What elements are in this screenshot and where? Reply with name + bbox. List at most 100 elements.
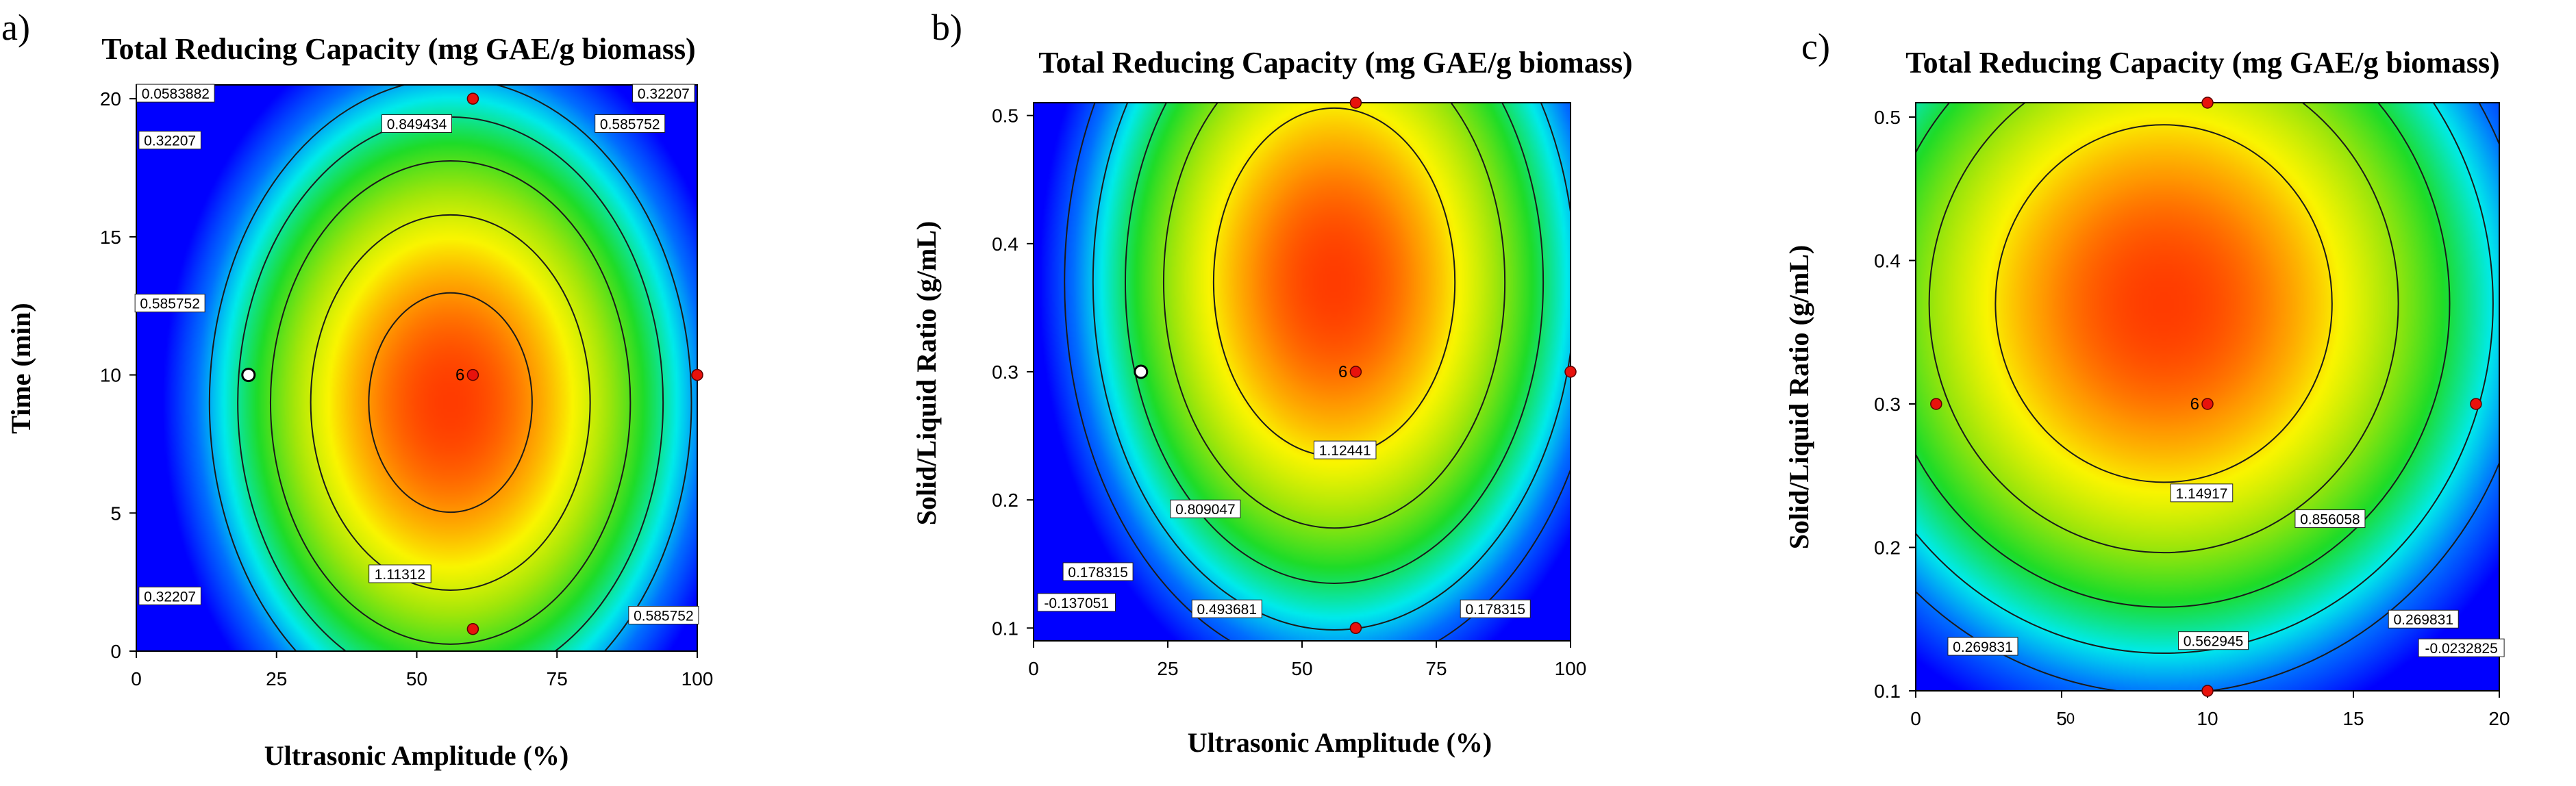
panel-c-contour-labels: 1.14917 0.856058 0.562945 0.269831 0.269831 -… [1947, 483, 2505, 657]
contour-label: 0.585752 [140, 296, 200, 312]
x-tick-label: 5 [2056, 708, 2067, 729]
panel-b-xlabel: Ultrasonic Amplitude (%) [1188, 727, 1492, 758]
design-point [466, 622, 479, 635]
x-tick-label: 50 [1291, 658, 1312, 679]
contour-line [269, 160, 632, 645]
design-point-white [1134, 364, 1149, 379]
contour-label: 0.269831 [1953, 639, 2013, 655]
panel-b: b) Total Reducing Capacity (mg GAE/g bio… [911, 7, 1633, 758]
design-point [691, 368, 703, 381]
contour-line [1163, 103, 1506, 529]
contour-line [1916, 103, 2451, 608]
x-tick-label: 100 [681, 668, 714, 689]
contour-label: 0.849434 [387, 116, 447, 132]
panel-a-ylabel: Time (min) [5, 303, 36, 433]
y-tick-label: 0.4 [992, 233, 1018, 255]
center-point-count: 6 [455, 366, 464, 385]
panel-b-ylabel: Solid/Liquid Ratio (g/mL) [911, 221, 942, 526]
x-tick-label: 25 [1157, 658, 1178, 679]
contour-label-box [134, 294, 205, 313]
panel-b-title: Total Reducing Capacity (mg GAE/g biomas… [1038, 46, 1632, 79]
y-tick-label: 0.1 [992, 618, 1018, 639]
contour-label: 0.0583882 [142, 86, 210, 102]
panel-b-contours [1064, 103, 1571, 641]
panel-a-letter: a) [1, 7, 30, 48]
contour-label-box [1037, 593, 1116, 612]
panel-b-contour-labels: 1.12441 0.809047 0.493681 0.178315 0.178315 -… [1037, 440, 1531, 618]
design-point [466, 92, 479, 105]
y-tick-label: 0 [110, 641, 121, 662]
design-point [2201, 97, 2214, 109]
contour-label: 0.585752 [600, 116, 660, 132]
center-point [466, 368, 479, 381]
panel-b-ticks: 0 25 50 75 100 0.1 0.2 0.3 0.4 0.5 [992, 105, 1586, 679]
panel-a-contour-labels: 1.11312 0.849434 0.585752 0.585752 0.585752 0… [134, 84, 699, 625]
contour-label: 0.856058 [2300, 512, 2360, 528]
x-tick-label: 10 [2197, 708, 2218, 729]
x-tick-label: 75 [547, 668, 568, 689]
panel-a-title: Total Reducing Capacity (mg GAE/g biomas… [101, 32, 695, 66]
panel-c-letter: c) [1801, 26, 1830, 67]
contour-line [1125, 103, 1545, 584]
contour-label-box [632, 84, 695, 103]
contour-label-box [2388, 609, 2459, 629]
contour-line [1064, 103, 1571, 641]
x-tick-label: 75 [1425, 658, 1447, 679]
x-tick-label: 0 [131, 668, 142, 689]
y-tick-label: 15 [100, 227, 121, 248]
contour-label: -0.137051 [1044, 596, 1109, 611]
contour-label-box [136, 84, 215, 103]
contour-label-box [1947, 637, 2018, 656]
contour-label-box [1191, 599, 1262, 618]
contour-line [368, 292, 533, 514]
x-tick-label: 50 [406, 668, 427, 689]
y-tick-label: 0.5 [1874, 107, 1901, 128]
contour-label-box [1170, 499, 1241, 518]
x-tick-label: 20 [2488, 708, 2510, 729]
panel-c-heatmap [1916, 103, 2499, 691]
y-tick-label: 20 [100, 88, 121, 110]
panel-c: c) Total Reducing Capacity (mg GAE/g bio… [1784, 26, 2510, 729]
contour-label: 0.562945 [2184, 634, 2244, 650]
panel-c-ticks: 0 5 10 15 200.10.20.30.40.5 [1874, 107, 2510, 729]
contour-label: 0.809047 [1175, 502, 1236, 518]
panel-a-design-points: 6 [241, 92, 703, 635]
design-point [1349, 97, 1362, 109]
x-tick-label: 0 [1910, 708, 1921, 729]
contour-label-box [1062, 562, 1134, 581]
panel-a-heatmap [136, 85, 697, 651]
panel-c-title: Total Reducing Capacity (mg GAE/g biomas… [1905, 46, 2499, 79]
contour-label: 1.12441 [1319, 443, 1371, 459]
contour-label: 0.32207 [638, 86, 690, 102]
panel-c-ylabel: Solid/Liquid Ratio (g/mL) [1784, 245, 1814, 550]
y-tick-label: 0.2 [1874, 537, 1901, 558]
contour-line [1994, 124, 2333, 483]
x-tick-label: 0 [1028, 658, 1039, 679]
panel-a-ticks: 0 25 50 75 100 0 5 10 15 20 [100, 88, 714, 689]
panel-b-heatmap [1034, 103, 1571, 641]
contour-label-box [2294, 509, 2366, 529]
contour-label-box [628, 606, 699, 625]
panel-b-letter: b) [931, 7, 962, 48]
panel-b-design-points: 6 [1134, 97, 1577, 635]
center-point [1349, 366, 1362, 378]
panel-a: a) Total Reducing Capacity (mg GAE/g bio… [1, 7, 713, 771]
center-point-count: 6 [2190, 395, 2199, 414]
contour-line [1916, 103, 2494, 654]
contour-label: -0.0232825 [2425, 641, 2497, 657]
contour-label: 0.269831 [2393, 612, 2453, 628]
panel-a-xlabel: Ultrasonic Amplitude (%) [264, 740, 568, 771]
y-tick-label: 0.5 [992, 105, 1018, 127]
contour-label-box [595, 114, 666, 133]
contour-label-box [138, 586, 201, 605]
contour-label-box [368, 564, 432, 583]
design-point [1564, 366, 1577, 378]
contour-line [1928, 103, 2399, 554]
contour-label: 0.32207 [144, 589, 196, 605]
contour-label: 0.32207 [144, 134, 196, 149]
contour-label-box [2170, 483, 2234, 503]
contour-label-box [138, 131, 201, 150]
x-tick-label: 25 [266, 668, 287, 689]
center-point-count: 6 [1338, 363, 1347, 381]
